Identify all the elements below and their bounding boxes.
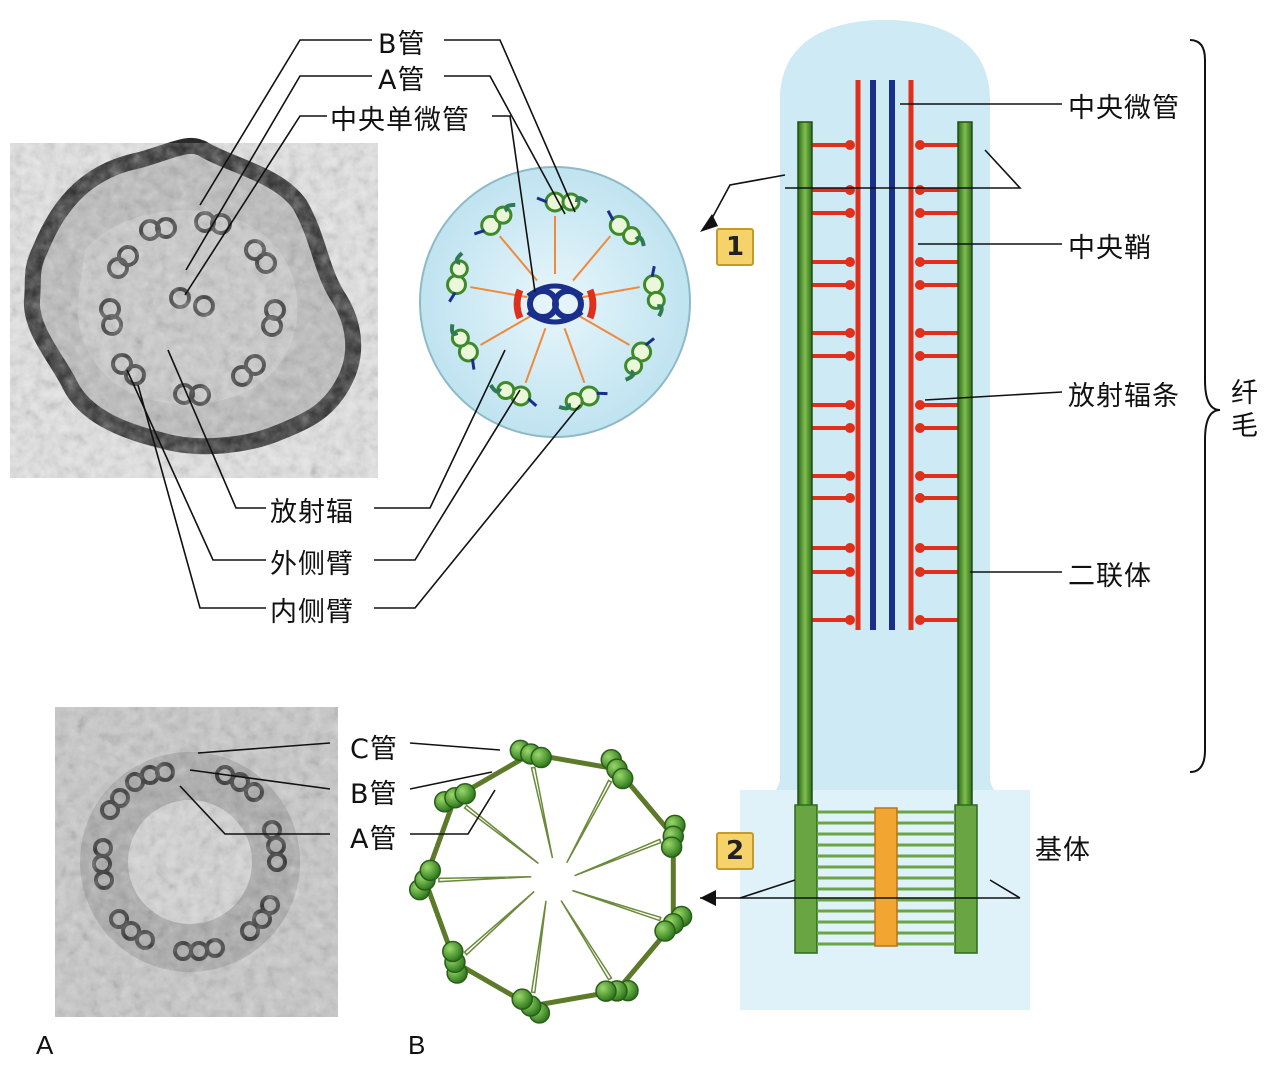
radial-spoke xyxy=(812,400,958,410)
label-b-tube-top: B管 xyxy=(378,29,426,60)
label-b-tube-bottom: B管 xyxy=(350,779,398,810)
label-a-tube-bottom: A管 xyxy=(350,824,398,855)
xsec-doublet xyxy=(489,327,547,408)
marker-1: 1 xyxy=(716,228,754,266)
bb-triplet xyxy=(511,900,551,1024)
cilium-longitudinal xyxy=(740,20,1030,1010)
bb-triplet xyxy=(566,749,634,864)
panel-label-a: A xyxy=(36,1030,54,1060)
radial-spoke xyxy=(812,328,958,338)
label-a-tube-top: A管 xyxy=(378,65,426,96)
xsec-doublets xyxy=(446,191,666,411)
basal-body-longitudinal xyxy=(794,804,978,954)
radial-spoke xyxy=(812,543,958,553)
xsec-doublet xyxy=(473,202,538,282)
radial-spoke xyxy=(812,140,958,150)
label-cilium: 纤毛 xyxy=(1226,378,1257,444)
xsec-doublet xyxy=(578,315,655,382)
bb-outer-links xyxy=(422,751,676,1009)
bb-triplet xyxy=(442,890,535,984)
label-inner-arm: 内侧臂 xyxy=(270,597,354,628)
label-outer-arm: 外侧臂 xyxy=(270,549,354,580)
bb-triplet xyxy=(433,782,539,865)
radial-spoke xyxy=(812,471,958,481)
radial-spokes xyxy=(812,140,958,625)
central-microtubules xyxy=(855,80,914,630)
radial-spoke xyxy=(812,257,958,267)
bb-triplet xyxy=(408,859,532,901)
label-central-sheath: 中央鞘 xyxy=(1068,233,1152,264)
label-central-microtubule: 中央微管 xyxy=(1068,93,1180,124)
em-photo-basal-body xyxy=(55,707,338,1017)
label-c-tube: C管 xyxy=(350,734,398,765)
xsec-central-pair xyxy=(513,283,597,325)
radial-spoke xyxy=(812,493,958,503)
cilium-brace xyxy=(1189,39,1221,773)
basal-core xyxy=(874,807,898,947)
label-doublet: 二联体 xyxy=(1068,561,1152,592)
bb-triplet xyxy=(560,900,639,1002)
label-radial-spoke-left: 放射辐 xyxy=(270,497,354,528)
panel-label-b: B xyxy=(408,1030,426,1060)
arrowheads xyxy=(700,214,718,906)
em-photo-axoneme xyxy=(10,137,378,478)
xsec-doublet xyxy=(558,327,608,411)
radial-spoke xyxy=(812,423,958,433)
bb-triplet xyxy=(509,739,554,859)
radial-spoke xyxy=(812,280,958,290)
radial-spoke xyxy=(812,567,958,577)
leader-lines xyxy=(126,39,1063,899)
axoneme-cross-section xyxy=(419,166,691,438)
bb-triplet xyxy=(574,814,686,877)
xsec-doublet xyxy=(572,210,646,282)
label-basal-body: 基体 xyxy=(1035,835,1091,866)
label-central-singlet: 中央单微管 xyxy=(330,105,470,136)
radial-spoke xyxy=(812,208,958,218)
label-radial-spoke-right: 放射辐条 xyxy=(1068,381,1180,412)
xsec-doublet xyxy=(449,315,532,370)
radial-spoke xyxy=(812,615,958,625)
xsec-doublet xyxy=(582,265,666,318)
radial-spoke xyxy=(812,351,958,361)
bb-triplet xyxy=(572,889,693,942)
marker-2: 2 xyxy=(716,832,754,870)
basal-body-cross-section xyxy=(408,739,693,1024)
